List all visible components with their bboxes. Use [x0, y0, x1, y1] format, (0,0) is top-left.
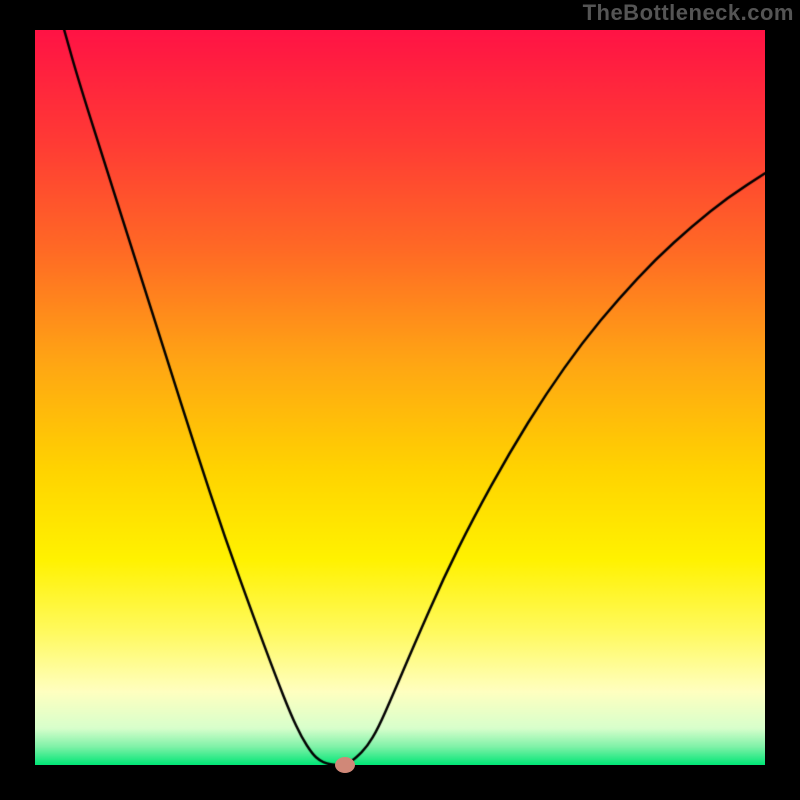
plot-area — [35, 30, 765, 765]
bottleneck-curve — [35, 30, 765, 765]
watermark-text: TheBottleneck.com — [583, 0, 794, 26]
optimal-point-marker — [335, 757, 355, 773]
chart-container: TheBottleneck.com — [0, 0, 800, 800]
